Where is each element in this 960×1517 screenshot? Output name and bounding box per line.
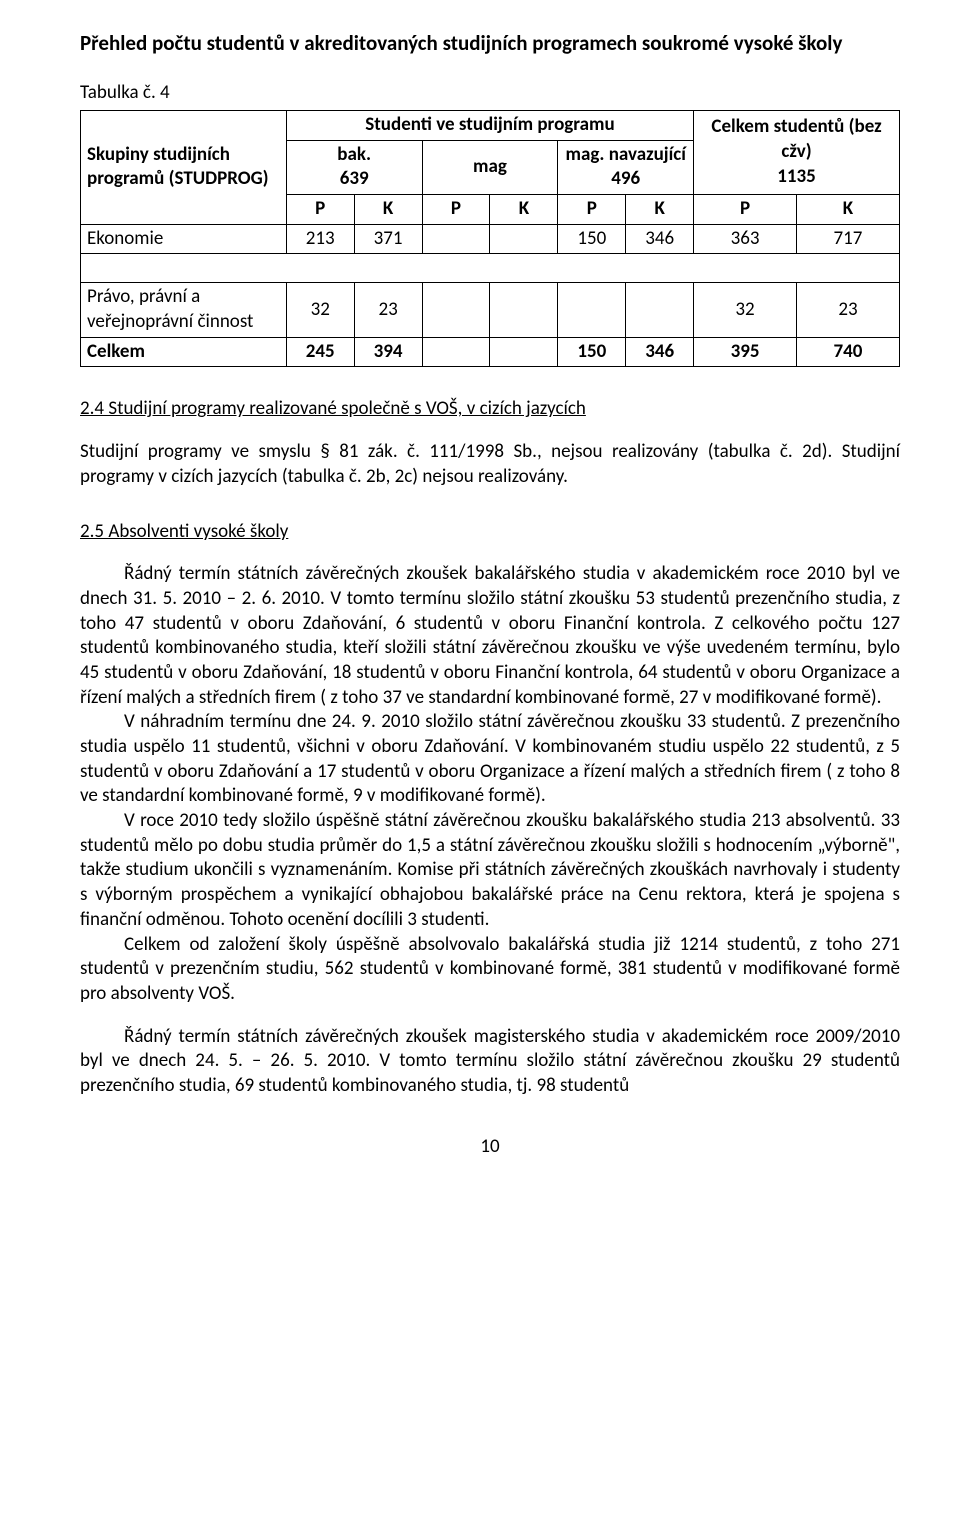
- cell: 213: [286, 224, 354, 254]
- pk-header: K: [626, 195, 694, 225]
- page-number: 10: [80, 1135, 900, 1160]
- cell: 23: [354, 283, 422, 337]
- paragraph: V roce 2010 tedy složilo úspěšně státní …: [80, 809, 900, 932]
- cell: [422, 337, 490, 367]
- pk-header: P: [422, 195, 490, 225]
- col-header-mag: mag: [422, 140, 558, 194]
- cell: [490, 283, 558, 337]
- cell: 32: [694, 283, 797, 337]
- cell: [558, 283, 626, 337]
- col-header-bak: bak. 639: [286, 140, 422, 194]
- cell: 717: [797, 224, 900, 254]
- cell: [490, 337, 558, 367]
- page-title: Přehled počtu studentů v akreditovaných …: [80, 30, 900, 57]
- cell: [422, 224, 490, 254]
- cell: [626, 283, 694, 337]
- col-header-program: Studenti ve studijním programu: [286, 110, 693, 140]
- cell: 150: [558, 337, 626, 367]
- col-header-total: Celkem studentů (bez cžv) 1135: [694, 110, 900, 194]
- cell: [422, 283, 490, 337]
- section-heading-2-5: 2.5 Absolventi vysoké školy: [80, 520, 900, 545]
- pk-header: K: [797, 195, 900, 225]
- row-label: Právo, právní a veřejnoprávní činnost: [81, 283, 287, 337]
- table-label: Tabulka č. 4: [80, 81, 900, 106]
- pk-header: P: [558, 195, 626, 225]
- row-label: Ekonomie: [81, 224, 287, 254]
- pk-header: P: [286, 195, 354, 225]
- cell: 32: [286, 283, 354, 337]
- total-header-n: 1135: [777, 165, 816, 188]
- row-label: Celkem: [81, 337, 287, 367]
- cell: 245: [286, 337, 354, 367]
- cell: [490, 224, 558, 254]
- cell: 346: [626, 337, 694, 367]
- paragraph: V náhradním termínu dne 24. 9. 2010 slož…: [80, 710, 900, 809]
- paragraph: Řádný termín státních závěrečných zkouše…: [80, 562, 900, 710]
- cell: 23: [797, 283, 900, 337]
- cell: 150: [558, 224, 626, 254]
- paragraph: Řádný termín státních závěrečných zkouše…: [80, 1025, 900, 1099]
- student-count-table: Skupiny studijních programů (STUDPROG) S…: [80, 110, 900, 368]
- pk-header: K: [354, 195, 422, 225]
- cell: 371: [354, 224, 422, 254]
- table-row: Ekonomie 213 371 150 346 363 717: [81, 224, 900, 254]
- total-header-text: Celkem studentů (bez cžv): [711, 115, 881, 163]
- paragraph: Celkem od založení školy úspěšně absolvo…: [80, 933, 900, 1007]
- cell: 740: [797, 337, 900, 367]
- pk-header: P: [694, 195, 797, 225]
- paragraph: Studijní programy ve smyslu § 81 zák. č.…: [80, 440, 900, 489]
- page: Přehled počtu studentů v akreditovaných …: [0, 0, 960, 1199]
- table-row: Právo, právní a veřejnoprávní činnost 32…: [81, 283, 900, 337]
- cell: 346: [626, 224, 694, 254]
- cell: 363: [694, 224, 797, 254]
- cell: 395: [694, 337, 797, 367]
- col-header-magnav: mag. navazující 496: [558, 140, 694, 194]
- col-header-groups: Skupiny studijních programů (STUDPROG): [81, 110, 287, 224]
- cell: 394: [354, 337, 422, 367]
- table-row-total: Celkem 245 394 150 346 395 740: [81, 337, 900, 367]
- section-heading-2-4: 2.4 Studijní programy realizované společ…: [80, 397, 900, 422]
- pk-header: K: [490, 195, 558, 225]
